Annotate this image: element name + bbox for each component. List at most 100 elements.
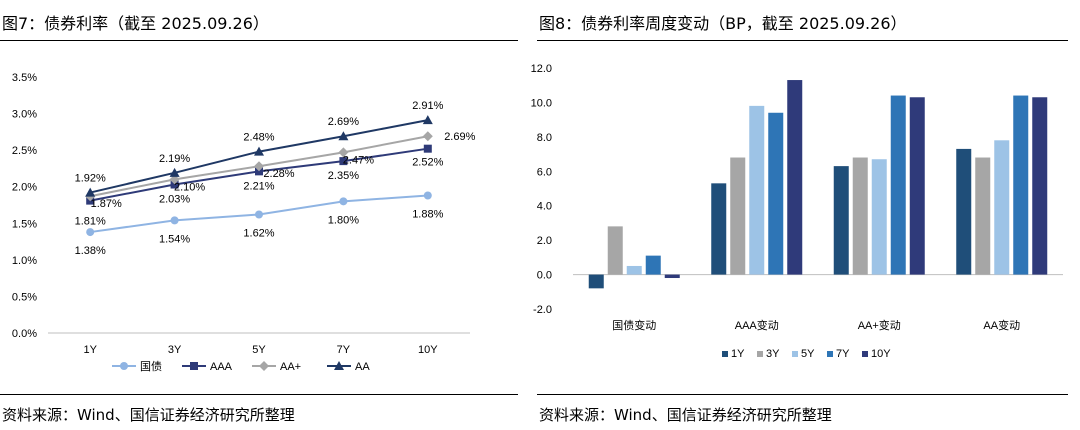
x-tick-label: 1Y <box>83 344 97 356</box>
data-label: 2.03% <box>159 194 190 206</box>
bar <box>749 105 765 275</box>
data-point-marker <box>339 157 348 166</box>
title-rule <box>0 40 518 41</box>
data-point-marker <box>85 187 96 197</box>
data-label: 2.69% <box>444 131 475 143</box>
y-tick-label: 4.0 <box>537 201 552 213</box>
x-tick-label: 10Y <box>418 344 438 356</box>
bar <box>787 80 803 275</box>
data-label: 2.69% <box>328 116 359 128</box>
data-point-marker <box>170 216 179 225</box>
data-point-marker <box>338 131 349 141</box>
legend-label: AA+ <box>280 361 301 373</box>
legend-label: AA <box>355 361 370 373</box>
data-point-marker <box>339 197 348 206</box>
source-rule <box>0 394 518 395</box>
legend-swatch <box>862 351 868 357</box>
right-chart-panel: 图8：债券利率周度变动（BP，截至 2025.09.26） -2.0 0.0 2.0… <box>531 0 1080 430</box>
data-label: 1.38% <box>75 245 106 257</box>
data-label: 2.52% <box>412 157 443 169</box>
legend-swatch <box>827 351 833 357</box>
y-tick-label: 0.0 <box>537 270 552 282</box>
data-point-marker <box>422 115 433 125</box>
bar <box>975 157 991 275</box>
data-label: 1.81% <box>75 216 106 228</box>
x-tick-label: AA+变动 <box>858 318 901 332</box>
data-point-marker <box>338 147 349 158</box>
legend-label: 3Y <box>766 348 780 360</box>
bar <box>711 183 727 275</box>
bar <box>1013 95 1029 275</box>
source-note: 资料来源：Wind、国信证券经济研究所整理 <box>2 406 295 424</box>
bar <box>768 112 784 275</box>
legend-label: 1Y <box>731 348 745 360</box>
data-label: 2.35% <box>328 170 359 182</box>
data-label: 2.91% <box>412 100 443 112</box>
legend-swatch-marker <box>190 362 198 370</box>
legend-swatch-marker <box>120 362 128 370</box>
data-point-marker <box>254 146 264 156</box>
data-label: 1.87% <box>91 198 122 210</box>
bar <box>994 140 1010 275</box>
legend-swatch-marker <box>334 361 344 370</box>
data-label: 2.48% <box>243 132 274 144</box>
legend-swatch <box>757 351 763 357</box>
bar <box>833 166 849 275</box>
y-tick-label: 2.5% <box>12 145 37 157</box>
bar <box>1032 97 1048 275</box>
data-label: 1.92% <box>75 173 106 185</box>
y-tick-label: 3.0% <box>12 109 37 121</box>
legend-swatch <box>722 351 728 357</box>
data-label: 1.80% <box>328 214 359 226</box>
y-tick-label: -2.0 <box>533 304 552 316</box>
legend-swatch <box>792 351 798 357</box>
data-point-marker <box>423 191 432 200</box>
source-rule <box>537 394 1068 395</box>
data-label: 1.88% <box>412 208 443 220</box>
title-rule <box>537 40 1068 41</box>
data-label: 2.47% <box>343 154 374 166</box>
data-label: 2.28% <box>263 168 294 180</box>
x-tick-label: AAA变动 <box>735 318 779 332</box>
y-tick-label: 10.0 <box>531 97 552 109</box>
y-tick-label: 8.0 <box>537 132 552 144</box>
data-point-marker <box>422 131 433 142</box>
data-point-marker <box>86 228 95 237</box>
source-note: 资料来源：Wind、国信证券经济研究所整理 <box>539 406 832 424</box>
bar <box>730 157 746 275</box>
bar <box>890 95 906 275</box>
data-point-marker <box>255 210 263 219</box>
x-tick-label: AA变动 <box>983 318 1020 332</box>
y-tick-label: 1.0% <box>12 255 37 267</box>
x-tick-label: 3Y <box>168 344 182 356</box>
y-tick-label: 1.5% <box>12 218 37 230</box>
data-point-marker <box>170 180 179 189</box>
data-label: 2.10% <box>174 181 205 193</box>
line-chart: 0.0% 0.5% 1.0% 1.5% 2.0% 2.5% 3.0% 3.5% 1Y 3Y 5Y 7Y… <box>12 72 476 373</box>
data-label: 2.21% <box>243 180 274 192</box>
data-label: 1.54% <box>159 233 190 245</box>
chart-title: 图8：债券利率周度变动（BP，截至 2025.09.26） <box>539 14 907 33</box>
legend-label: 7Y <box>836 348 850 360</box>
bar <box>607 226 623 275</box>
bar <box>956 148 972 275</box>
y-tick-label: 2.0% <box>12 182 37 194</box>
legend-label: 5Y <box>801 348 815 360</box>
bar <box>588 274 604 289</box>
data-point-marker <box>254 161 264 172</box>
data-label: 1.62% <box>243 228 274 240</box>
chart-title: 图7：债券利率（截至 2025.09.26） <box>2 14 269 33</box>
y-tick-label: 0.0% <box>12 328 37 340</box>
y-tick-label: 6.0 <box>537 166 552 178</box>
legend-swatch-marker <box>259 361 269 371</box>
data-label: 2.19% <box>159 153 190 165</box>
legend-label: 国债 <box>140 359 162 373</box>
bar <box>626 265 642 275</box>
bar <box>871 159 887 275</box>
bar <box>645 255 661 275</box>
legend-label: AAA <box>210 361 233 373</box>
y-tick-label: 0.5% <box>12 291 37 303</box>
x-tick-label: 国债变动 <box>612 318 656 332</box>
y-tick-label: 2.0 <box>537 235 552 247</box>
y-tick-label: 3.5% <box>12 72 37 84</box>
